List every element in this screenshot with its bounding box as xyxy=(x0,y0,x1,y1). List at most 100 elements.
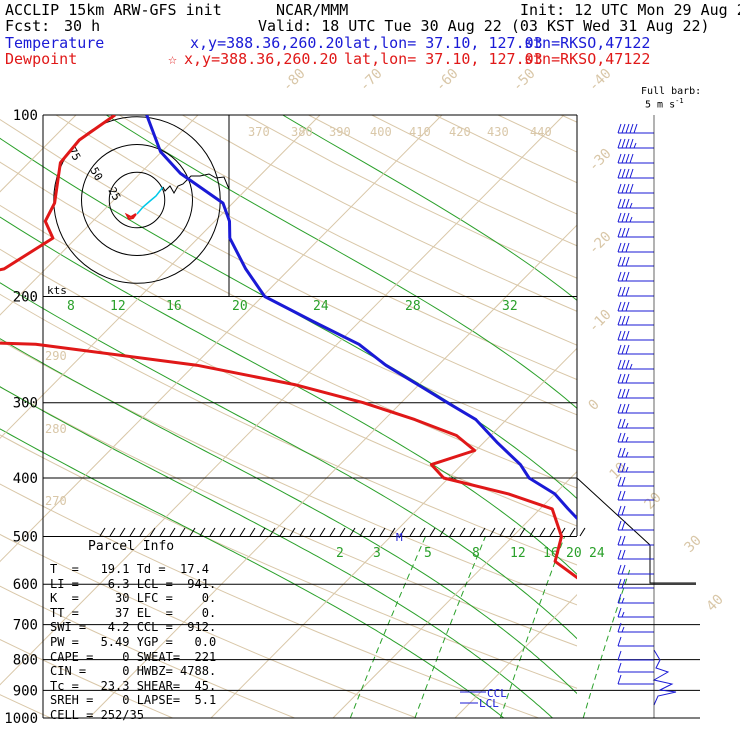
hash-mark xyxy=(339,527,346,537)
parcel-info-row: CELL = 252/35 xyxy=(50,708,144,722)
pressure-tick-label: 800 xyxy=(13,653,38,669)
mixing-ratio-label: 12 xyxy=(510,546,526,561)
wind-barb xyxy=(617,153,654,164)
legend-dewpoint-xy: x,y=388.36,260.20 xyxy=(184,50,338,68)
hash-mark xyxy=(119,527,126,537)
isotherm-line xyxy=(454,594,577,718)
mixing-ratio-line xyxy=(713,537,740,719)
isotherm-line xyxy=(576,717,577,718)
theta-label: 370 xyxy=(248,125,270,139)
hash-mark xyxy=(379,527,386,537)
hash-mark xyxy=(249,527,256,537)
wind-barb-flag xyxy=(617,418,622,429)
dry-adiabat xyxy=(371,115,577,215)
wind-barb-flag xyxy=(625,271,630,282)
wind-barb xyxy=(617,388,654,399)
wind-barb xyxy=(617,330,654,341)
moist-adiabat xyxy=(0,137,577,500)
hash-mark xyxy=(459,527,466,537)
init-time: Init: 12 UTC Mon 29 Aug 22 xyxy=(520,1,740,19)
lcl-label: LCL xyxy=(479,697,499,710)
wind-barb xyxy=(617,520,654,531)
mixing-ratio-line xyxy=(582,536,642,718)
hodograph-ring xyxy=(108,171,166,229)
hash-mark xyxy=(399,527,406,537)
hodograph-lowlevel xyxy=(124,212,137,221)
wind-barb-flag xyxy=(617,549,622,560)
wind-barb-flag xyxy=(621,462,626,473)
moist-adiabat-label: 32 xyxy=(502,299,518,314)
dry-adiabat xyxy=(624,115,740,718)
hash-mark xyxy=(449,527,456,537)
isotherm-label: -10 xyxy=(586,307,615,336)
wind-barb xyxy=(617,662,654,673)
wind-barb-flag xyxy=(617,183,622,194)
wind-barb xyxy=(617,674,654,685)
ccl-label: CCL xyxy=(487,687,507,700)
barb-panel-divider xyxy=(576,477,696,584)
mixing-ratio-label: 2 xyxy=(336,546,344,561)
moist-adiabat xyxy=(0,428,505,718)
wind-barb-flag xyxy=(617,373,622,384)
wind-barb-flag xyxy=(621,344,626,355)
isotherm-label: -40 xyxy=(586,66,615,95)
wind-barb-flag xyxy=(621,256,626,267)
wind-barb-flag xyxy=(621,418,626,429)
wind-barb xyxy=(617,490,654,501)
wind-barb-flag xyxy=(625,301,630,312)
moist-adiabat xyxy=(0,338,577,695)
hash-mark xyxy=(299,527,306,537)
wind-barb xyxy=(617,432,654,443)
legend-dewpoint-marker-icon: ☆ xyxy=(168,50,178,68)
forecast-label: Fcst: xyxy=(5,17,51,35)
wind-barb-flag xyxy=(617,271,622,282)
wind-barb xyxy=(617,535,654,546)
hash-mark xyxy=(129,527,136,537)
mixing-ratio-line xyxy=(499,536,566,718)
wind-barb-flag xyxy=(621,183,626,194)
barb-scale-unit: 5 m s xyxy=(645,99,676,111)
wind-barb-flag xyxy=(617,622,622,633)
hodograph-ring xyxy=(81,144,193,256)
barb-scale-line2: 5 m s-1 xyxy=(645,96,684,110)
wind-barb-flag xyxy=(621,447,626,458)
moist-adiabat-label: 8 xyxy=(67,299,75,314)
mixing-ratio-label: 8 xyxy=(472,546,480,561)
pressure-tick-label: 300 xyxy=(13,396,38,412)
hash-mark xyxy=(529,527,536,537)
hash-mark xyxy=(549,527,556,537)
pressure-tick-label: 500 xyxy=(13,529,38,545)
wind-barb-flag xyxy=(621,535,626,546)
dry-adiabat xyxy=(0,339,577,606)
isotherm-label: 40 xyxy=(704,592,727,615)
parcel-info-row: T = 19.1 Td = 17.4 xyxy=(50,562,209,576)
wind-barb-flag xyxy=(617,535,622,546)
wind-barb-flag xyxy=(617,674,622,685)
wind-barb-flag xyxy=(617,198,622,209)
isotherm-line xyxy=(0,115,565,686)
wind-barb-half xyxy=(629,202,633,209)
wind-barb-flag xyxy=(621,198,626,209)
theta-label: 290 xyxy=(45,349,67,363)
moist-adiabat-label: 28 xyxy=(405,299,421,314)
dry-adiabat xyxy=(0,386,577,647)
wind-barb-flag xyxy=(621,286,626,297)
theta-label: 430 xyxy=(487,125,509,139)
wind-barb xyxy=(617,168,654,179)
wind-barb xyxy=(617,212,654,223)
wind-barb-flag xyxy=(617,476,622,487)
legend-temperature-station: stn=RKSO,47122 xyxy=(524,34,651,52)
isotherm-line xyxy=(0,115,443,563)
parcel-info-row: LI = 6.3 LCL = 941. xyxy=(50,576,217,591)
wind-barb xyxy=(617,462,654,473)
wind-barb-flag xyxy=(633,123,638,134)
wind-barb-flag xyxy=(625,344,630,355)
theta-label: 440 xyxy=(530,125,552,139)
wind-barb xyxy=(617,301,654,312)
wind-barb-flag xyxy=(617,138,622,149)
wind-barb-flag xyxy=(621,490,626,501)
barb-scale-exponent: -1 xyxy=(675,97,684,105)
wind-barb-flag xyxy=(621,578,626,589)
hodograph-midlevel xyxy=(136,186,164,215)
hash-mark xyxy=(259,527,266,537)
